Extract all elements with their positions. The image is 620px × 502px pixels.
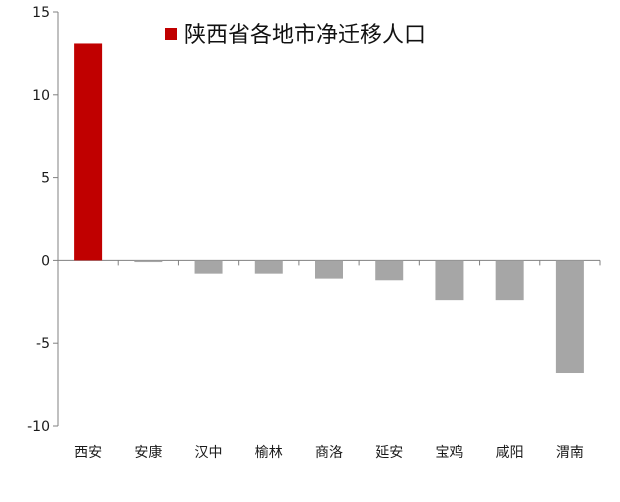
x-category-label: 延安 bbox=[375, 445, 403, 461]
y-tick-label: 10 bbox=[32, 88, 50, 104]
y-tick-label: 0 bbox=[41, 253, 50, 269]
x-category-label: 榆林 bbox=[255, 445, 283, 461]
legend: 陕西省各地市净迁移人口 bbox=[165, 23, 426, 48]
y-axis-ticks: 15 10 5 0 -5 -10 bbox=[27, 5, 58, 435]
y-tick-label: 5 bbox=[41, 171, 50, 187]
legend-swatch bbox=[165, 28, 177, 40]
legend-label: 陕西省各地市净迁移人口 bbox=[184, 23, 426, 48]
bars bbox=[74, 43, 584, 374]
x-category-label: 宝鸡 bbox=[435, 444, 463, 461]
x-category-label: 安康 bbox=[134, 444, 162, 461]
x-category-label: 西安 bbox=[74, 445, 102, 461]
x-category-label: 渭南 bbox=[556, 445, 584, 461]
bar-西安 bbox=[74, 43, 103, 261]
bar-榆林 bbox=[254, 260, 283, 274]
y-tick-label: 15 bbox=[32, 5, 50, 21]
x-category-label: 汉中 bbox=[195, 445, 223, 461]
axes bbox=[57, 12, 600, 426]
y-tick-label: -10 bbox=[27, 419, 50, 435]
x-category-label: 咸阳 bbox=[496, 445, 524, 461]
x-category-label: 商洛 bbox=[315, 445, 343, 461]
bar-安康 bbox=[134, 260, 163, 263]
bar-咸阳 bbox=[495, 260, 524, 301]
bar-渭南 bbox=[555, 260, 584, 374]
x-axis-labels: 西安 安康 汉中 榆林 商洛 延安 宝鸡 咸阳 渭南 bbox=[57, 260, 601, 461]
bar-宝鸡 bbox=[435, 260, 464, 301]
y-tick-label: -5 bbox=[36, 336, 50, 352]
bar-汉中 bbox=[194, 260, 223, 274]
bar-延安 bbox=[375, 260, 404, 281]
bar-商洛 bbox=[315, 260, 343, 279]
